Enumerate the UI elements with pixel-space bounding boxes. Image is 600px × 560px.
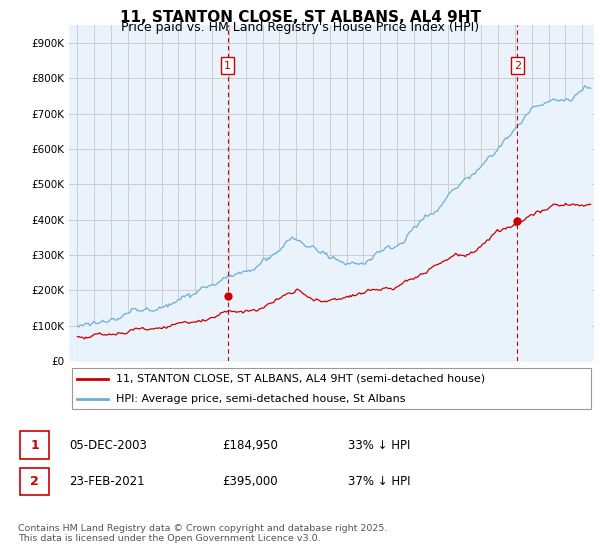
Text: 37% ↓ HPI: 37% ↓ HPI [348, 475, 410, 488]
Text: 1: 1 [224, 60, 231, 71]
Text: 11, STANTON CLOSE, ST ALBANS, AL4 9HT: 11, STANTON CLOSE, ST ALBANS, AL4 9HT [119, 10, 481, 25]
Text: 11, STANTON CLOSE, ST ALBANS, AL4 9HT (semi-detached house): 11, STANTON CLOSE, ST ALBANS, AL4 9HT (s… [116, 374, 485, 384]
Text: £184,950: £184,950 [222, 438, 278, 452]
Text: 2: 2 [30, 475, 39, 488]
FancyBboxPatch shape [20, 431, 49, 459]
FancyBboxPatch shape [20, 468, 49, 496]
Text: Contains HM Land Registry data © Crown copyright and database right 2025.
This d: Contains HM Land Registry data © Crown c… [18, 524, 388, 543]
Text: 2: 2 [514, 60, 521, 71]
Text: HPI: Average price, semi-detached house, St Albans: HPI: Average price, semi-detached house,… [116, 394, 406, 404]
Text: 05-DEC-2003: 05-DEC-2003 [69, 438, 147, 452]
FancyBboxPatch shape [71, 368, 592, 409]
Text: 23-FEB-2021: 23-FEB-2021 [69, 475, 145, 488]
Text: 33% ↓ HPI: 33% ↓ HPI [348, 438, 410, 452]
Text: £395,000: £395,000 [222, 475, 278, 488]
Text: Price paid vs. HM Land Registry's House Price Index (HPI): Price paid vs. HM Land Registry's House … [121, 21, 479, 34]
Text: 1: 1 [30, 438, 39, 452]
